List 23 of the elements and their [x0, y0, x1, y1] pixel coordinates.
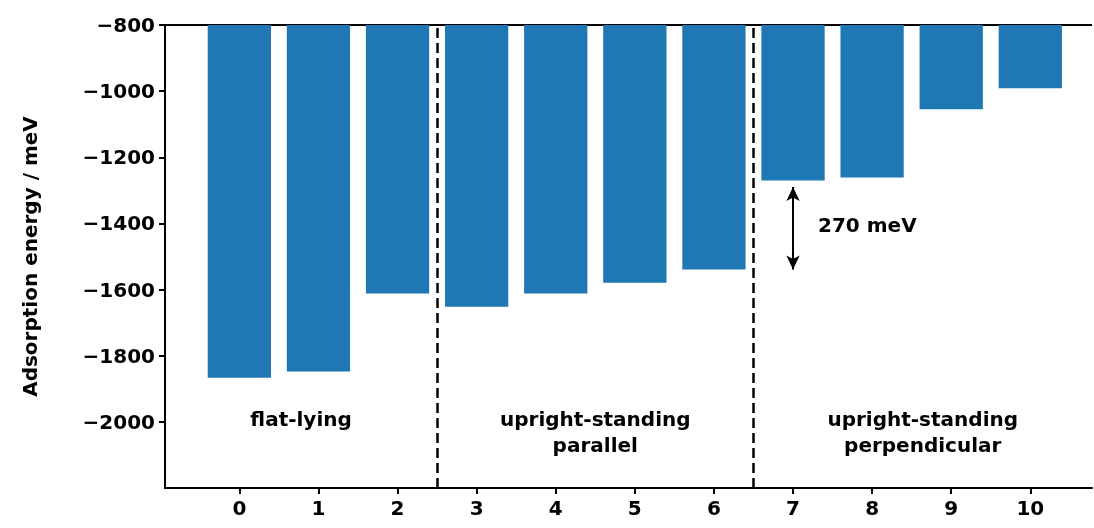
- y-axis-title: Adsorption energy / meV: [18, 115, 42, 397]
- x-tick-label: 7: [786, 496, 800, 520]
- x-tick-label: 3: [469, 496, 484, 520]
- x-tick-label: 10: [1016, 496, 1045, 520]
- x-tick-label: 6: [706, 496, 721, 520]
- x-tick-label: 5: [627, 496, 642, 520]
- annotation: flat-lying: [250, 406, 352, 431]
- y-tick-label: −800: [96, 13, 155, 37]
- x-tick-label: 4: [548, 496, 563, 520]
- annotation: upright-standing perpendicular: [827, 406, 1019, 457]
- y-tick-label: −1600: [82, 277, 155, 302]
- annotation: upright-standing parallel: [499, 406, 691, 457]
- y-tick-label: −1000: [82, 79, 155, 104]
- y-tick-label: −1800: [82, 343, 155, 368]
- y-tick-label: −1200: [82, 145, 155, 170]
- x-tick-label: 9: [944, 496, 959, 520]
- x-tick-label: 2: [390, 496, 405, 520]
- x-tick-label: 0: [232, 496, 247, 520]
- y-tick-label: −1400: [82, 211, 155, 236]
- x-tick-label: 8: [865, 496, 880, 520]
- x-tick-label: 1: [311, 496, 326, 520]
- y-tick-label: −2000: [82, 409, 155, 434]
- annotation: 270 meV: [818, 212, 918, 237]
